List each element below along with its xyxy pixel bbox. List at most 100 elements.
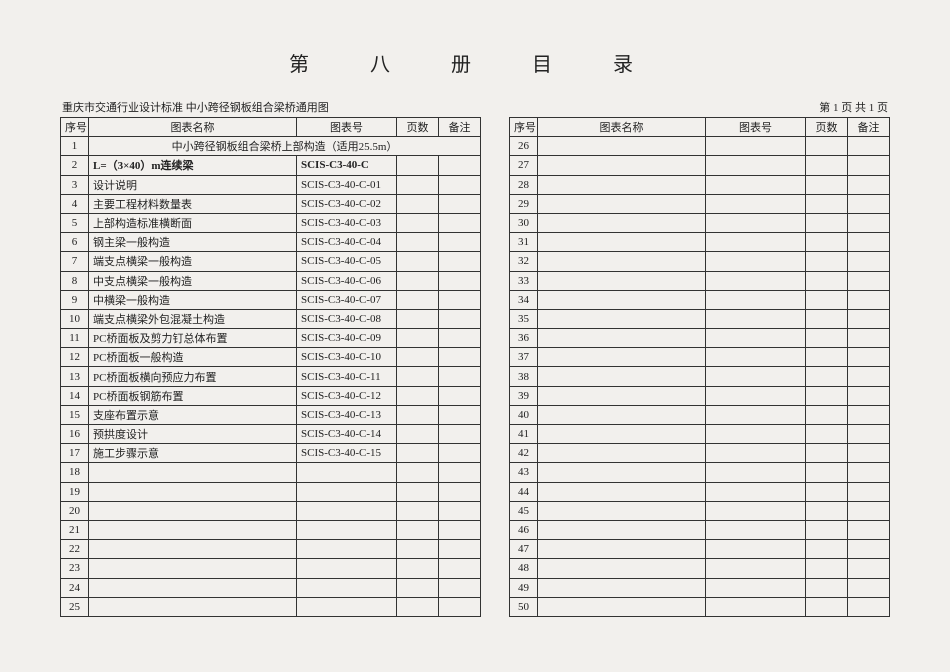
cell-seq: 19 (61, 482, 89, 501)
cell-name (538, 367, 706, 386)
cell-note (848, 482, 890, 501)
cell-note (848, 386, 890, 405)
cell-note (848, 309, 890, 328)
table-row: 13PC桥面板横向预应力布置SCIS-C3-40-C-11 (61, 367, 481, 386)
cell-code (706, 386, 806, 405)
cell-page (806, 252, 848, 271)
cell-seq: 45 (510, 501, 538, 520)
th-code: 图表号 (706, 118, 806, 137)
cell-page (397, 156, 439, 175)
table-row: 18 (61, 463, 481, 482)
cell-seq: 44 (510, 482, 538, 501)
cell-code (297, 540, 397, 559)
table-row: 3设计说明SCIS-C3-40-C-01 (61, 175, 481, 194)
cell-note (439, 290, 481, 309)
th-name: 图表名称 (89, 118, 297, 137)
table-row: 14PC桥面板钢筋布置SCIS-C3-40-C-12 (61, 386, 481, 405)
cell-note (848, 425, 890, 444)
cell-page (397, 463, 439, 482)
table-row: 45 (510, 501, 890, 520)
table-row: 6钢主梁一般构造SCIS-C3-40-C-04 (61, 233, 481, 252)
cell-page (806, 213, 848, 232)
cell-page (397, 175, 439, 194)
cell-page (806, 367, 848, 386)
cell-seq: 14 (61, 386, 89, 405)
cell-page (806, 540, 848, 559)
table-row: 7端支点横梁一般构造SCIS-C3-40-C-05 (61, 252, 481, 271)
th-page: 页数 (397, 118, 439, 137)
cell-seq: 1 (61, 137, 89, 156)
cell-code (706, 425, 806, 444)
th-note: 备注 (439, 118, 481, 137)
cell-note (439, 501, 481, 520)
table-row: 50 (510, 597, 890, 616)
cell-page (806, 578, 848, 597)
cell-note (439, 329, 481, 348)
th-seq: 序号 (61, 118, 89, 137)
cell-note (848, 405, 890, 424)
table-row: 46 (510, 520, 890, 539)
cell-page (397, 309, 439, 328)
cell-note (439, 233, 481, 252)
cell-seq: 11 (61, 329, 89, 348)
cell-note (439, 444, 481, 463)
cell-note (848, 540, 890, 559)
table-row: 4主要工程材料数量表SCIS-C3-40-C-02 (61, 194, 481, 213)
subheader-left: 重庆市交通行业设计标准 中小跨径钢板组合梁桥通用图 (62, 99, 329, 115)
cell-note (848, 252, 890, 271)
cell-page (806, 386, 848, 405)
cell-note (439, 540, 481, 559)
cell-name (538, 329, 706, 348)
table-row: 30 (510, 213, 890, 232)
cell-note (439, 578, 481, 597)
table-row: 43 (510, 463, 890, 482)
cell-note (439, 309, 481, 328)
cell-page (806, 463, 848, 482)
cell-code (706, 520, 806, 539)
table-row: 32 (510, 252, 890, 271)
cell-code (706, 175, 806, 194)
cell-name (538, 137, 706, 156)
table-row: 1中小跨径钢板组合梁桥上部构造（适用25.5m） (61, 137, 481, 156)
table-row: 41 (510, 425, 890, 444)
cell-page (806, 309, 848, 328)
cell-name (538, 194, 706, 213)
cell-note (848, 194, 890, 213)
cell-name (538, 463, 706, 482)
cell-seq: 28 (510, 175, 538, 194)
cell-name (538, 444, 706, 463)
cell-page (397, 329, 439, 348)
cell-page (397, 520, 439, 539)
cell-seq: 46 (510, 520, 538, 539)
cell-note (848, 175, 890, 194)
cell-note (439, 348, 481, 367)
cell-name: PC桥面板钢筋布置 (89, 386, 297, 405)
cell-name (538, 233, 706, 252)
cell-name (538, 540, 706, 559)
table-row: 20 (61, 501, 481, 520)
cell-code: SCIS-C3-40-C-04 (297, 233, 397, 252)
table-row: 2L=（3×40）m连续梁SCIS-C3-40-C (61, 156, 481, 175)
cell-seq: 23 (61, 559, 89, 578)
cell-code (297, 559, 397, 578)
cell-note (848, 463, 890, 482)
cell-note (439, 271, 481, 290)
table-header-row: 序号 图表名称 图表号 页数 备注 (61, 118, 481, 137)
cell-name (538, 520, 706, 539)
cell-code (706, 233, 806, 252)
table-header-row: 序号 图表名称 图表号 页数 备注 (510, 118, 890, 137)
cell-seq: 33 (510, 271, 538, 290)
cell-seq: 25 (61, 597, 89, 616)
cell-note (439, 425, 481, 444)
cell-code: SCIS-C3-40-C-08 (297, 309, 397, 328)
table-row: 19 (61, 482, 481, 501)
cell-code (706, 290, 806, 309)
cell-page (397, 597, 439, 616)
cell-code (297, 501, 397, 520)
cell-seq: 2 (61, 156, 89, 175)
cell-seq: 9 (61, 290, 89, 309)
cell-code (706, 367, 806, 386)
table-row: 16预拱度设计SCIS-C3-40-C-14 (61, 425, 481, 444)
table-row: 10端支点横梁外包混凝土构造SCIS-C3-40-C-08 (61, 309, 481, 328)
cell-page (397, 540, 439, 559)
